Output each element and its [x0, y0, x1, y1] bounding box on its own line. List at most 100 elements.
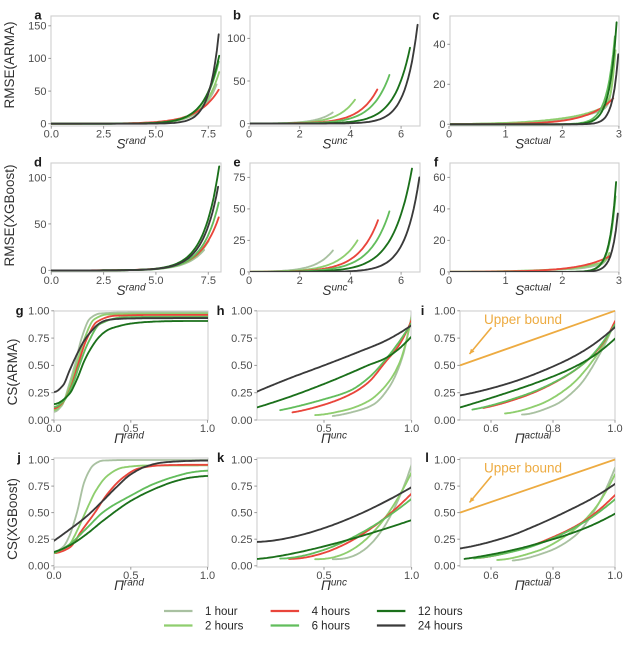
svg-text:0.00: 0.00	[434, 415, 455, 427]
svg-text:0.0: 0.0	[46, 423, 61, 435]
svg-text:0.0: 0.0	[44, 275, 59, 287]
svg-text:100: 100	[227, 33, 245, 45]
svg-text:0.75: 0.75	[28, 333, 49, 345]
svg-text:0.5: 0.5	[123, 570, 138, 582]
svg-text:k: k	[217, 450, 225, 465]
svg-text:d: d	[34, 155, 42, 170]
svg-text:0.75: 0.75	[28, 481, 49, 493]
svg-text:CS(XGBoost): CS(XGBoost)	[5, 478, 20, 560]
svg-text:j: j	[16, 450, 21, 465]
svg-text:0.50: 0.50	[231, 360, 252, 372]
svg-text:h: h	[217, 303, 225, 318]
svg-text:0.00: 0.00	[434, 561, 455, 573]
svg-text:6: 6	[398, 129, 404, 141]
svg-text:5.0: 5.0	[148, 275, 163, 287]
svg-text:0: 0	[40, 119, 46, 131]
svg-text:0.5: 0.5	[316, 570, 331, 582]
svg-text:2: 2	[297, 129, 303, 141]
svg-text:1: 1	[503, 129, 509, 141]
svg-text:1.00: 1.00	[434, 306, 455, 318]
svg-text:4 hours: 4 hours	[312, 606, 351, 618]
svg-text:100: 100	[28, 172, 46, 184]
svg-text:RMSE(ARMA): RMSE(ARMA)	[2, 22, 17, 109]
svg-text:0.25: 0.25	[28, 388, 49, 400]
svg-text:0.25: 0.25	[434, 534, 455, 546]
svg-text:0.00: 0.00	[231, 415, 252, 427]
svg-text:0: 0	[239, 118, 245, 130]
svg-text:RMSE(XGBoost): RMSE(XGBoost)	[2, 164, 17, 266]
svg-text:6 hours: 6 hours	[312, 621, 351, 633]
svg-text:0: 0	[246, 129, 252, 141]
svg-text:40: 40	[433, 39, 445, 51]
svg-text:1.00: 1.00	[231, 454, 252, 466]
svg-text:24 hours: 24 hours	[418, 621, 463, 633]
svg-text:1.0: 1.0	[607, 423, 622, 435]
svg-text:100: 100	[28, 53, 46, 65]
svg-text:75: 75	[233, 172, 245, 184]
svg-text:0.6: 0.6	[483, 423, 498, 435]
svg-text:4: 4	[347, 275, 353, 287]
svg-text:1 hour: 1 hour	[205, 606, 238, 618]
svg-text:2: 2	[559, 275, 565, 287]
svg-text:0.50: 0.50	[28, 360, 49, 372]
svg-text:2.5: 2.5	[96, 129, 111, 141]
svg-text:20: 20	[433, 235, 445, 247]
svg-text:1.0: 1.0	[404, 423, 419, 435]
svg-text:Upper bound: Upper bound	[484, 312, 562, 327]
svg-text:0.75: 0.75	[231, 333, 252, 345]
svg-text:0.75: 0.75	[434, 481, 455, 493]
svg-text:50: 50	[34, 219, 46, 231]
svg-text:0: 0	[246, 275, 252, 287]
svg-text:0.75: 0.75	[231, 481, 252, 493]
svg-text:0.5: 0.5	[123, 423, 138, 435]
svg-text:a: a	[34, 8, 42, 23]
svg-text:0.0: 0.0	[44, 129, 59, 141]
svg-text:0.8: 0.8	[545, 423, 560, 435]
svg-text:1.00: 1.00	[434, 454, 455, 466]
svg-text:0.50: 0.50	[231, 507, 252, 519]
svg-text:2: 2	[559, 129, 565, 141]
svg-text:c: c	[432, 8, 439, 23]
svg-text:20: 20	[433, 79, 445, 91]
svg-text:12 hours: 12 hours	[418, 606, 463, 618]
svg-text:60: 60	[433, 172, 445, 184]
svg-text:40: 40	[433, 204, 445, 216]
svg-text:0.5: 0.5	[316, 423, 331, 435]
svg-text:e: e	[233, 155, 240, 170]
svg-text:50: 50	[34, 86, 46, 98]
svg-text:0.50: 0.50	[28, 507, 49, 519]
svg-text:0: 0	[446, 275, 452, 287]
svg-text:0.0: 0.0	[46, 570, 61, 582]
svg-text:0.25: 0.25	[28, 534, 49, 546]
svg-text:0.8: 0.8	[545, 570, 560, 582]
svg-text:0: 0	[439, 267, 445, 279]
svg-text:25: 25	[233, 235, 245, 247]
svg-text:150: 150	[28, 21, 46, 33]
svg-text:0: 0	[40, 265, 46, 277]
svg-text:5.0: 5.0	[148, 129, 163, 141]
svg-text:3: 3	[616, 129, 622, 141]
svg-text:6: 6	[398, 275, 404, 287]
svg-text:2.5: 2.5	[96, 275, 111, 287]
svg-text:1.00: 1.00	[28, 306, 49, 318]
svg-text:l: l	[425, 450, 429, 465]
svg-text:1.00: 1.00	[28, 454, 49, 466]
svg-text:0.25: 0.25	[231, 388, 252, 400]
svg-text:50: 50	[233, 204, 245, 216]
svg-text:Upper bound: Upper bound	[484, 461, 562, 476]
svg-text:0: 0	[446, 129, 452, 141]
svg-text:0.50: 0.50	[434, 507, 455, 519]
svg-text:1: 1	[503, 275, 509, 287]
svg-text:0.75: 0.75	[434, 333, 455, 345]
svg-text:4: 4	[347, 129, 353, 141]
svg-text:0.6: 0.6	[483, 570, 498, 582]
svg-text:2 hours: 2 hours	[205, 621, 244, 633]
svg-text:0.00: 0.00	[28, 561, 49, 573]
svg-text:1.0: 1.0	[200, 570, 215, 582]
svg-text:g: g	[16, 303, 24, 318]
svg-text:0.50: 0.50	[434, 360, 455, 372]
svg-text:b: b	[233, 8, 241, 23]
svg-text:7.5: 7.5	[201, 129, 216, 141]
svg-text:0.25: 0.25	[434, 388, 455, 400]
svg-text:i: i	[421, 303, 425, 318]
